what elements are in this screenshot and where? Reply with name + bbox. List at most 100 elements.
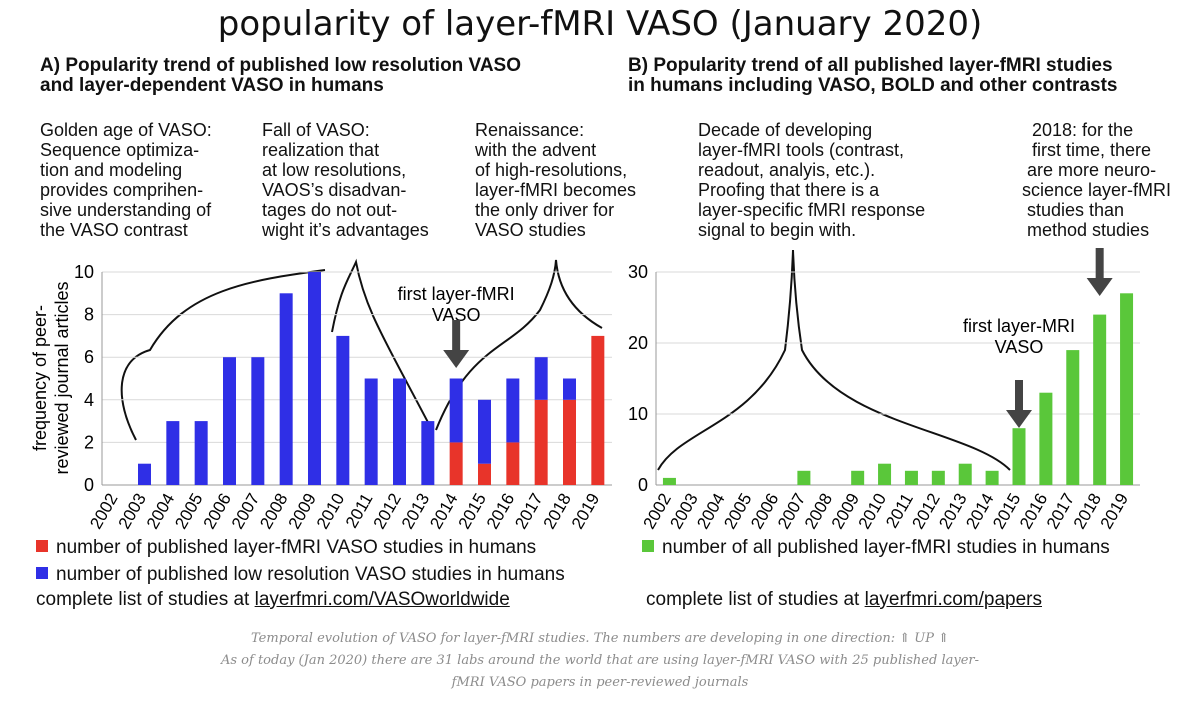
chart-a-xtick-label: 2012 [370, 490, 405, 532]
chart-b-annotation-arrow-2015 [1006, 380, 1032, 428]
legend-green-item: number of all published layer-fMRI studi… [642, 537, 1110, 559]
chart-b-xtick-label: 2007 [774, 490, 809, 532]
chart-b-bar-2019 [1120, 293, 1134, 485]
chart-a-bar-2011 [364, 378, 378, 485]
chart-a-ylabel: frequency of peer-reviewed journal artic… [30, 281, 72, 474]
chart-b-bar-2011 [904, 470, 918, 485]
chart-a-bar-2009 [308, 272, 321, 485]
chart-a: 0246810200220032004200520062007200820092… [30, 258, 612, 532]
chart-a-bar-2018 [563, 399, 576, 485]
chart-b-annotation-first-layer-mri-vaso: first layer-MRI VASO [963, 316, 1075, 357]
panel-a-title: A) Popularity trend of published low res… [40, 56, 521, 96]
bracket-fall [331, 258, 433, 431]
chart-a-xtick-label: 2017 [511, 490, 546, 532]
vaso-list-prefix: complete list of studies at [36, 589, 255, 610]
chart-b-annotation-arrow-2018 [1086, 248, 1113, 296]
chart-b-bar-2012 [931, 470, 945, 485]
chart-b-xtick-label: 2008 [801, 490, 836, 532]
note-2018: 2018: for the first time, there are more… [1022, 120, 1172, 240]
chart-a-bar-2012 [393, 378, 406, 485]
chart-b-xtick-label: 2009 [828, 490, 863, 532]
chart-a-xtick-label: 2004 [143, 490, 178, 532]
chart-b-xtick-label: 2005 [720, 490, 755, 532]
chart-a-xtick-label: 2009 [285, 490, 320, 532]
chart-a-bar-2013 [421, 421, 435, 485]
chart-a-xtick-label: 2008 [256, 490, 291, 532]
chart-b-bar-2015 [1012, 428, 1026, 485]
chart-b-bar-2016 [1039, 392, 1053, 485]
chart-b-xtick-label: 2019 [1097, 490, 1132, 532]
chart-b-xtick-label: 2018 [1070, 490, 1105, 532]
chart-a-xtick-label: 2002 [86, 490, 121, 532]
papers-list-line: complete list of studies at layerfmri.co… [646, 589, 1042, 611]
legend-blue-label: number of published low resolution VASO … [56, 564, 565, 585]
chart-b-xtick-label: 2010 [855, 490, 890, 532]
chart-b-ytick-label: 30 [628, 262, 648, 282]
vaso-list-line: complete list of studies at layerfmri.co… [36, 589, 510, 611]
chart-a-ytick-label: 6 [84, 347, 94, 367]
chart-a-xtick-label: 2003 [115, 490, 150, 532]
chart-a-ytick-label: 2 [84, 432, 94, 452]
chart-b-xtick-label: 2016 [1016, 490, 1051, 532]
chart-a-bar-2016 [506, 378, 520, 443]
chart-a-bar-2010 [336, 335, 350, 485]
chart-a-xtick-label: 2016 [483, 490, 518, 532]
caption-line1: Temporal evolution of VASO for layer-fMR… [251, 631, 949, 646]
chart-a-bar-2017 [534, 399, 548, 485]
era-brackets [120, 258, 603, 441]
chart-b-bar-2017 [1066, 350, 1080, 485]
chart-b-bar-2018 [1093, 314, 1107, 485]
chart-b-bar-2013 [958, 463, 972, 485]
note-decade: Decade of developing layer-fMRI tools (c… [698, 120, 926, 240]
chart-a-bar-2016 [506, 442, 520, 485]
chart-b-bar-2002 [662, 477, 676, 485]
chart-a-ytick-label: 8 [84, 305, 94, 325]
bracket-renaissance [435, 259, 603, 431]
chart-a-xtick-label: 2006 [200, 490, 235, 532]
legend-red-label: number of published layer-fMRI VASO stud… [56, 537, 537, 558]
chart-a-bar-2014 [449, 442, 463, 485]
caption-line3: fMRI VASO papers in peer-reviewed journa… [451, 675, 749, 690]
chart-a-bar-2015 [478, 463, 491, 485]
chart-a-bar-2005 [194, 421, 208, 485]
chart-a-bar-2008 [279, 293, 293, 485]
chart-a-xtick-label: 2011 [342, 490, 377, 531]
chart-b-bar-2009 [851, 470, 865, 485]
vaso-worldwide-link[interactable]: layerfmri.com/VASOworldwide [254, 589, 510, 610]
legend-blue-item: number of published low resolution VASO … [36, 564, 565, 586]
legend-red-swatch [36, 540, 48, 553]
chart-b-xtick-label: 2017 [1043, 490, 1078, 532]
chart-a-bar-2003 [138, 463, 151, 485]
chart-a-bar-2014 [449, 378, 463, 443]
chart-b-bar-2014 [985, 470, 999, 485]
chart-a-bar-2015 [478, 399, 491, 464]
chart-a-xtick-label: 2018 [540, 490, 575, 532]
chart-b-bar-2007 [797, 470, 811, 485]
chart-b-xtick-label: 2012 [908, 490, 943, 532]
chart-a-xtick-label: 2014 [426, 490, 461, 532]
legend-red-item: number of published layer-fMRI VASO stud… [36, 537, 536, 559]
bracket-decade [657, 249, 1011, 471]
chart-a-xtick-label: 2015 [455, 490, 490, 532]
chart-b-xtick-label: 2003 [666, 490, 701, 532]
legend-green-swatch [642, 540, 654, 553]
chart-a-ytick-label: 10 [74, 262, 94, 282]
chart-b-xtick-label: 2014 [962, 490, 997, 532]
panel-a-title-line1: A) Popularity trend of published low res… [40, 55, 521, 76]
chart-a-ytick-label: 4 [84, 390, 94, 410]
chart-a-bar-2017 [534, 357, 548, 400]
chart-a-bar-2018 [563, 378, 576, 400]
note-renaissance: Renaissance: with the advent of high-res… [475, 120, 637, 240]
chart-a-bar-2007 [251, 357, 265, 485]
chart-b-ytick-label: 20 [628, 333, 648, 353]
papers-list-prefix: complete list of studies at [646, 589, 865, 610]
chart-b-ytick-label: 0 [638, 475, 648, 495]
chart-a-annotation-arrow [443, 320, 470, 368]
chart-b-xtick-label: 2002 [640, 490, 675, 532]
panel-a-title-line2: and layer-dependent VASO in humans [40, 75, 384, 96]
papers-link[interactable]: layerfmri.com/papers [864, 589, 1042, 610]
main-title: popularity of layer-fMRI VASO (January 2… [217, 4, 983, 44]
panel-b-title-line1: B) Popularity trend of all published lay… [628, 55, 1113, 76]
chart-a-bar-2006 [223, 357, 236, 485]
legend-green-label: number of all published layer-fMRI studi… [662, 537, 1110, 558]
